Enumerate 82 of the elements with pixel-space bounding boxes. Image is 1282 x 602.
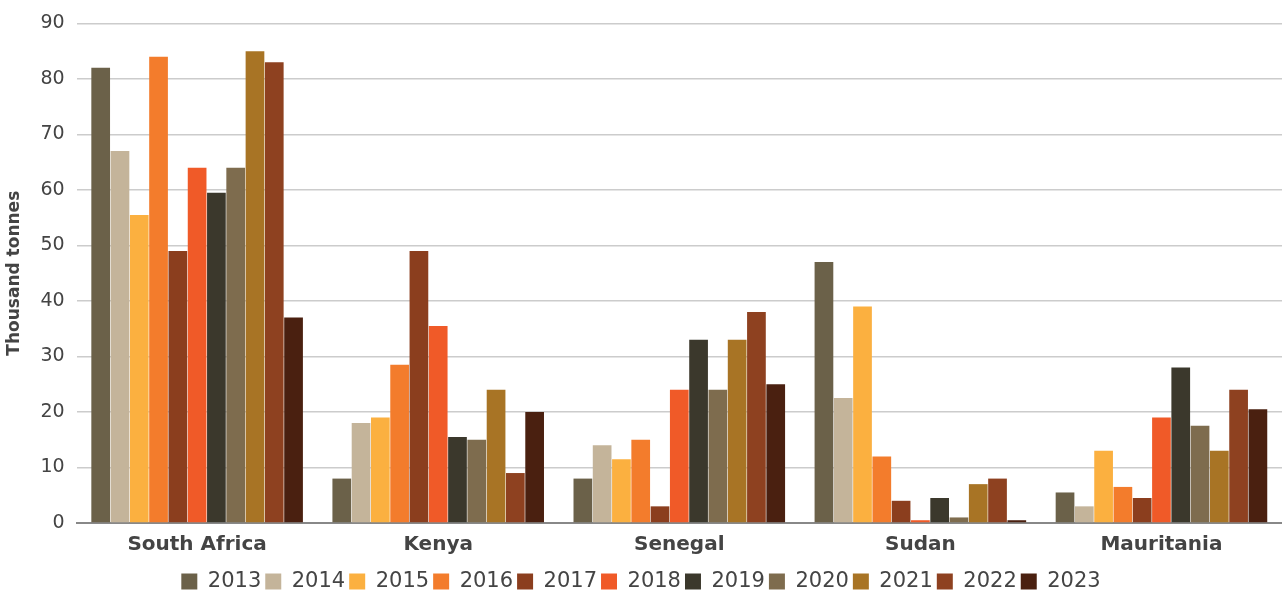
bar [168,251,188,523]
bar [129,214,149,523]
bar [988,478,1007,523]
legend-label: 2023 [1047,567,1101,592]
x-tick-label: Sudan [885,531,956,556]
bar [448,436,467,523]
x-tick-label: Mauritania [1100,531,1223,556]
y-tick-label: 30 [40,343,65,366]
y-tick-label: 0 [52,509,65,532]
y-tick-label: 70 [40,121,65,144]
bar [872,456,892,523]
bar [1209,450,1229,523]
bar [1248,409,1268,523]
bar [370,417,390,523]
bar [631,439,651,523]
bar [390,364,409,523]
y-tick-label: 40 [40,287,65,310]
legend-label: 2018 [627,567,681,592]
y-tick-label: 50 [40,232,65,255]
legend-label: 2013 [207,567,262,592]
bar [592,445,612,523]
legend-label: 2014 [291,567,346,592]
legend-label: 2017 [543,567,598,592]
bar [525,411,544,523]
bar [573,478,593,523]
y-tick-label: 60 [40,176,65,199]
bar [226,167,246,523]
bar [911,520,930,523]
bar [187,167,207,523]
bar [91,67,111,523]
bar [1094,450,1113,523]
bar [207,192,226,523]
bar [245,51,265,523]
y-tick-label: 80 [40,65,65,88]
x-tick-label: South Africa [127,531,267,556]
bar [708,389,728,523]
bar [506,473,525,523]
bar [1007,520,1027,523]
bar [650,506,670,523]
y-tick-label: 10 [40,454,65,477]
legend-label: 2016 [459,567,514,592]
bar [727,339,747,523]
bar [1171,367,1191,523]
bar [833,398,853,523]
bar [689,339,708,523]
y-axis-title: Thousand tonnes [2,190,23,356]
bar [351,423,371,523]
legend-label: 2021 [879,567,933,592]
bar [968,484,988,523]
bar [949,517,969,523]
bar [1055,492,1075,523]
legend-label: 2015 [375,567,430,592]
bar [747,312,766,523]
bar [766,384,786,523]
bar [669,389,689,523]
bar [409,251,429,523]
bar [149,56,168,523]
x-tick-label: Senegal [634,531,725,556]
bar [1074,506,1094,523]
bar [1190,425,1210,523]
legend-label: 2020 [795,567,849,592]
bar [264,62,284,523]
bar [428,325,448,523]
y-tick-label: 90 [40,10,65,33]
legend-label: 2019 [711,567,765,592]
bar [930,498,950,523]
bar [332,478,352,523]
x-tick-label: Kenya [403,531,473,556]
bar [284,317,303,523]
bar [891,500,911,523]
bar [853,306,872,523]
legend-label: 2022 [963,567,1017,592]
bar [486,389,506,523]
bar [1229,389,1248,523]
bar [1113,486,1133,523]
bar [1132,498,1152,523]
bar [1152,417,1171,523]
bar [814,262,834,523]
y-tick-label: 20 [40,398,65,421]
bar [467,439,487,523]
bar [110,151,130,523]
bar [612,459,631,523]
